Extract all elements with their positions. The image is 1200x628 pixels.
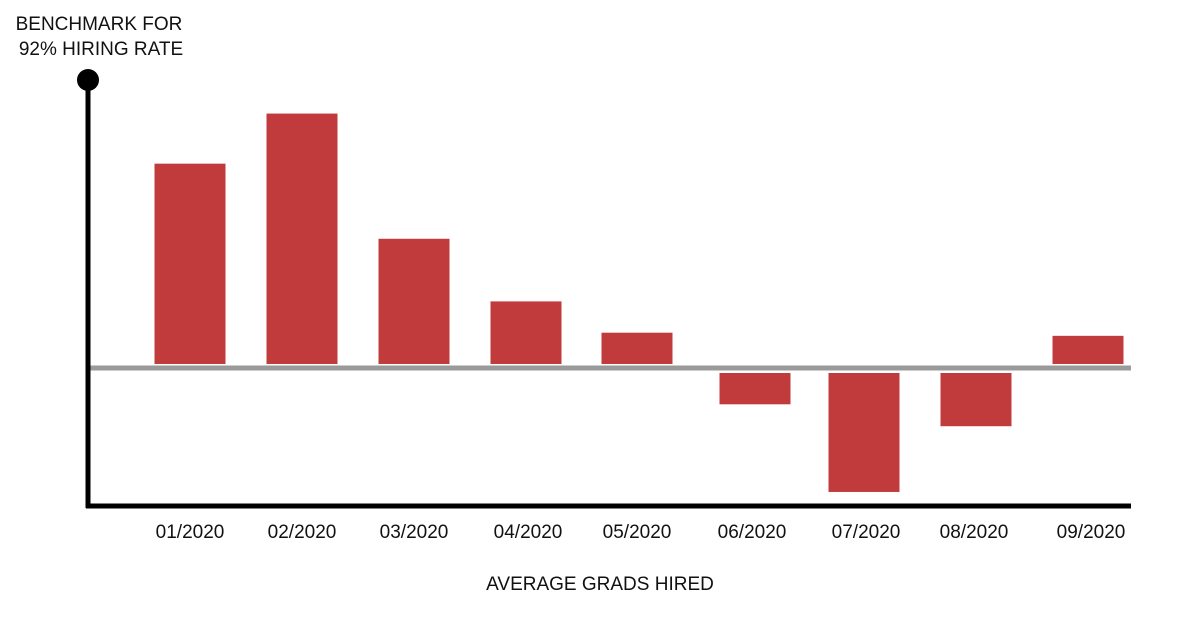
x-tick-label: 05/2020 (603, 522, 672, 543)
x-tick-label: 06/2020 (718, 522, 787, 543)
benchmark-label-line-2: 92% HIRING RATE (19, 39, 183, 60)
bar-08/2020 (940, 373, 1012, 427)
x-tick-label: 02/2020 (268, 522, 337, 543)
bar-05/2020 (601, 332, 673, 364)
x-tick-label: 01/2020 (156, 522, 225, 543)
bar-03/2020 (378, 238, 450, 364)
x-tick-label: 04/2020 (494, 522, 563, 543)
bars-group (154, 113, 1124, 492)
x-tick-labels: 01/2020 02/2020 03/2020 04/2020 05/2020 06/20… (156, 522, 1126, 543)
bar-09/2020 (1052, 335, 1124, 364)
bar-07/2020 (828, 373, 900, 492)
x-tick-label: 08/2020 (940, 522, 1009, 543)
y-axis-end-dot (77, 69, 99, 91)
bar-01/2020 (154, 163, 226, 364)
bar-04/2020 (490, 301, 562, 364)
benchmark-label-line-1: BENCHMARK FOR (16, 14, 183, 35)
x-tick-label: 03/2020 (380, 522, 449, 543)
bar-06/2020 (719, 373, 791, 405)
x-tick-label: 07/2020 (832, 522, 901, 543)
x-axis-title: AVERAGE GRADS HIRED (486, 574, 714, 595)
bar-02/2020 (266, 113, 338, 364)
x-tick-label: 09/2020 (1057, 522, 1126, 543)
